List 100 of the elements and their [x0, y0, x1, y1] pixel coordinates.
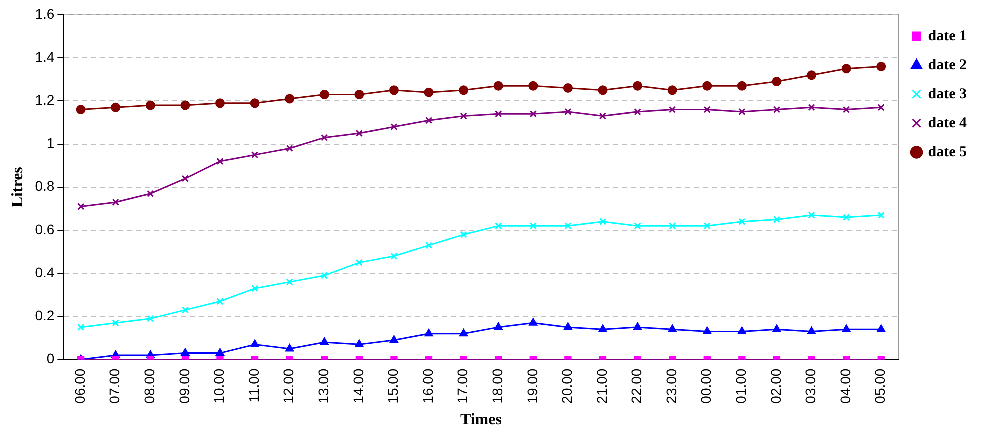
- point: [877, 324, 886, 332]
- x-tick-label: 04.00: [837, 368, 854, 404]
- x-tick-label: 08.00: [142, 368, 158, 404]
- point: [773, 216, 781, 224]
- point: [564, 108, 572, 116]
- point: [76, 105, 86, 115]
- y-axis-title: Litres: [10, 167, 27, 208]
- point: [634, 322, 642, 330]
- point: [354, 90, 364, 100]
- point: [286, 278, 294, 286]
- point: [459, 86, 469, 96]
- point: [182, 306, 190, 314]
- point: [564, 222, 572, 230]
- point: [669, 222, 676, 230]
- x-tick-label: 14.00: [350, 368, 366, 404]
- point: [772, 324, 782, 332]
- x-tick-label: 17.00: [454, 368, 471, 404]
- point: [216, 348, 224, 356]
- point: [528, 81, 538, 91]
- point: [772, 77, 782, 87]
- y-tick-label: 0: [46, 350, 55, 367]
- point: [356, 259, 364, 266]
- x-tick-label: 22.00: [628, 368, 645, 404]
- point: [738, 218, 746, 226]
- x-tick-label: 13.00: [315, 368, 332, 404]
- point: [425, 242, 433, 250]
- point: [286, 145, 294, 152]
- point: [564, 322, 572, 330]
- point: [146, 100, 156, 110]
- x-tick-label: 02.00: [768, 368, 784, 404]
- y-tick-label: 1: [46, 135, 55, 152]
- point: [563, 84, 573, 94]
- point: [808, 212, 816, 219]
- x-tick-label: 03.00: [802, 368, 819, 404]
- x-axis-title: Times: [460, 412, 502, 429]
- point: [77, 324, 85, 332]
- x-tick-label: 23.00: [663, 368, 680, 404]
- point: [181, 348, 190, 356]
- point: [842, 324, 851, 332]
- y-tick-label: 0.6: [35, 221, 55, 238]
- point: [808, 104, 816, 112]
- point: [251, 285, 259, 292]
- point: [111, 102, 121, 112]
- point: [842, 64, 852, 74]
- point: [808, 327, 816, 335]
- point: [389, 86, 399, 96]
- point: [704, 106, 711, 114]
- point: [668, 324, 677, 332]
- point: [320, 90, 330, 100]
- point: [702, 81, 712, 91]
- point: [251, 151, 259, 159]
- point: [355, 340, 364, 348]
- point: [599, 112, 607, 120]
- point: [738, 108, 746, 116]
- point: [878, 212, 885, 219]
- point: [634, 108, 642, 116]
- point: [390, 336, 398, 344]
- point: [737, 81, 747, 91]
- x-tick-label: 01.00: [733, 368, 750, 404]
- point: [390, 123, 398, 131]
- point: [494, 81, 504, 91]
- x-tick-label: 10.00: [211, 368, 228, 404]
- point: [669, 106, 676, 114]
- point: [390, 252, 398, 260]
- point: [738, 327, 746, 335]
- point: [460, 231, 468, 238]
- point: [668, 86, 678, 96]
- legend-label: date 3: [928, 86, 968, 102]
- point: [878, 104, 885, 112]
- point: [250, 98, 260, 108]
- point: [495, 222, 502, 230]
- point: [112, 198, 120, 206]
- point: [216, 298, 224, 306]
- y-tick-label: 0.2: [35, 308, 55, 324]
- point: [633, 81, 643, 91]
- point: [320, 338, 329, 346]
- point: [773, 106, 781, 114]
- point: [842, 214, 850, 222]
- x-tick-label: 16.00: [420, 368, 436, 404]
- point: [147, 315, 154, 322]
- legend-label: date 1: [928, 28, 968, 44]
- point: [599, 218, 607, 226]
- y-tick-label: 1.2: [35, 92, 55, 108]
- x-tick-label: 19.00: [524, 368, 540, 404]
- point: [598, 86, 608, 96]
- legend-label: date 4: [928, 115, 968, 132]
- x-tick-label: 20.00: [559, 368, 576, 404]
- point: [182, 175, 190, 182]
- x-tick-label: 06.00: [72, 368, 88, 404]
- x-tick-label: 09.00: [176, 368, 192, 404]
- x-tick-label: 21.00: [594, 368, 610, 404]
- x-tick-label: 07.00: [106, 368, 123, 404]
- point: [634, 222, 642, 230]
- point: [216, 158, 224, 166]
- point: [529, 318, 538, 326]
- point: [494, 322, 503, 330]
- y-tick-label: 0.4: [35, 264, 55, 280]
- point: [424, 88, 434, 98]
- point: [321, 134, 328, 142]
- point: [250, 340, 260, 348]
